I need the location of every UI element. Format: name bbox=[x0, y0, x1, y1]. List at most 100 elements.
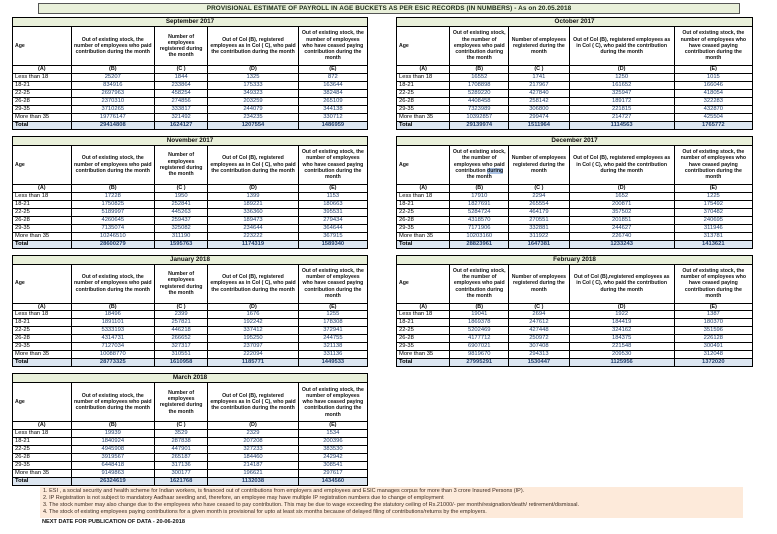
value-cell: 7323989 bbox=[449, 104, 510, 114]
column-header-age: Age bbox=[12, 382, 72, 423]
value-cell: 1174319 bbox=[207, 239, 299, 249]
value-cell: 4318570 bbox=[449, 215, 510, 225]
value-cell: 247612 bbox=[508, 318, 570, 328]
column-letter-row: (A) (B) (C ) (D) (E) bbox=[12, 183, 369, 193]
value-cell: 294313 bbox=[508, 350, 570, 360]
column-letter: (B) bbox=[70, 65, 155, 74]
table-row: Less than 18 19041 2694 1922 1387 bbox=[395, 310, 754, 320]
value-cell: 16552 bbox=[449, 72, 510, 82]
value-cell: 310551 bbox=[153, 350, 209, 360]
value-cell: 4260645 bbox=[70, 215, 155, 225]
value-cell: 265109 bbox=[297, 96, 369, 106]
value-cell: 300491 bbox=[673, 342, 754, 352]
column-letter: (B) bbox=[449, 302, 510, 312]
value-cell: 19041 bbox=[449, 310, 510, 320]
age-bucket-label: More than 35 bbox=[395, 350, 451, 360]
value-cell: 311922 bbox=[508, 231, 570, 241]
age-bucket-label: 22-25 bbox=[12, 445, 72, 455]
column-letter: (E) bbox=[297, 183, 369, 193]
age-bucket-label: More than 35 bbox=[12, 350, 72, 360]
value-cell: 2294 bbox=[508, 191, 570, 201]
column-letter: (A) bbox=[395, 183, 451, 193]
value-cell: 270551 bbox=[508, 215, 570, 225]
value-cell: 1869378 bbox=[449, 318, 510, 328]
table-row: 18-21 1869378 247612 184419 180370 bbox=[395, 318, 754, 328]
total-row: Total 28773325 1610958 1185771 1449533 bbox=[12, 358, 369, 368]
total-label: Total bbox=[395, 120, 451, 130]
column-letter: (C ) bbox=[508, 183, 570, 193]
value-cell: 1750825 bbox=[70, 199, 155, 209]
value-cell: 274856 bbox=[153, 96, 209, 106]
value-cell: 221548 bbox=[568, 342, 675, 352]
value-cell: 196621 bbox=[207, 469, 299, 479]
table-row: 29-35 7171906 332881 244627 311946 bbox=[395, 223, 754, 233]
value-cell: 244627 bbox=[568, 223, 675, 233]
column-letter: (D) bbox=[568, 302, 675, 312]
value-cell: 324162 bbox=[568, 326, 675, 336]
value-cell: 3529 bbox=[153, 429, 209, 439]
value-cell: 5202469 bbox=[449, 326, 510, 336]
value-cell: 1015 bbox=[673, 72, 754, 82]
value-cell: 1486959 bbox=[297, 120, 369, 130]
value-cell: 325947 bbox=[568, 88, 675, 98]
value-cell: 27995291 bbox=[449, 358, 510, 368]
age-bucket-label: More than 35 bbox=[12, 231, 72, 241]
value-cell: 3710265 bbox=[70, 104, 155, 114]
column-letter: (D) bbox=[568, 65, 675, 74]
total-label: Total bbox=[12, 358, 72, 368]
table-row: 29-35 6907021 307408 221548 300491 bbox=[395, 342, 754, 352]
age-bucket-label: 18-21 bbox=[395, 318, 451, 328]
value-cell: 333817 bbox=[153, 104, 209, 114]
value-cell: 7127034 bbox=[70, 342, 155, 352]
value-cell: 201851 bbox=[568, 215, 675, 225]
column-letter: (E) bbox=[673, 302, 754, 312]
value-cell: 1610958 bbox=[153, 358, 209, 368]
value-cell: 2697963 bbox=[70, 88, 155, 98]
value-cell: 1413621 bbox=[673, 239, 754, 249]
value-cell: 4408458 bbox=[449, 96, 510, 106]
value-cell: 200396 bbox=[297, 437, 369, 447]
value-cell: 1372020 bbox=[673, 358, 754, 368]
value-cell: 4945908 bbox=[70, 445, 155, 455]
value-cell: 1434560 bbox=[297, 477, 369, 487]
value-cell: 370482 bbox=[673, 207, 754, 217]
column-letter: (B) bbox=[70, 183, 155, 193]
table-row: 29-35 7135074 325082 234644 364644 bbox=[12, 223, 369, 233]
value-cell: 300177 bbox=[153, 469, 209, 479]
column-letter: (C ) bbox=[508, 302, 570, 312]
value-cell: 313781 bbox=[673, 231, 754, 241]
value-cell: 322283 bbox=[673, 96, 754, 106]
value-cell: 19776147 bbox=[70, 112, 155, 122]
table-row: Less than 18 17910 2294 1652 1225 bbox=[395, 191, 754, 201]
table-month-title: December 2017 bbox=[396, 135, 753, 146]
age-bucket-label: 26-28 bbox=[395, 334, 451, 344]
table-row: 18-21 1750825 252841 189221 180663 bbox=[12, 199, 369, 209]
column-letter: (D) bbox=[207, 302, 299, 312]
column-letter: (D) bbox=[207, 183, 299, 193]
value-cell: 178308 bbox=[297, 318, 369, 328]
value-cell: 180663 bbox=[297, 199, 369, 209]
table-row: 22-25 4945908 447901 327233 383530 bbox=[12, 445, 369, 455]
value-cell: 464179 bbox=[508, 207, 570, 217]
value-cell: 234644 bbox=[207, 223, 299, 233]
value-cell: 1534 bbox=[297, 429, 369, 439]
column-letter: (B) bbox=[70, 302, 155, 312]
column-letter: (D) bbox=[568, 183, 675, 193]
value-cell: 2399 bbox=[153, 310, 209, 320]
value-cell: 221815 bbox=[568, 104, 675, 114]
table-row: 26-28 4318570 270551 201851 240695 bbox=[395, 215, 754, 225]
value-cell: 1449533 bbox=[297, 358, 369, 368]
value-cell: 1325 bbox=[207, 72, 299, 82]
value-cell: 306800 bbox=[508, 104, 570, 114]
value-cell: 19939 bbox=[70, 429, 155, 439]
column-header-c: Number of employees registered during th… bbox=[153, 26, 209, 66]
age-bucket-label: Less than 18 bbox=[395, 191, 451, 201]
age-bucket-label: 22-25 bbox=[12, 326, 72, 336]
age-bucket-label: More than 35 bbox=[395, 231, 451, 241]
column-header-d: Out of Col (B), registered employees as … bbox=[568, 26, 675, 66]
value-cell: 195250 bbox=[207, 334, 299, 344]
value-cell: 1652 bbox=[568, 191, 675, 201]
value-cell: 184419 bbox=[568, 318, 675, 328]
value-cell: 1676 bbox=[207, 310, 299, 320]
table-month-title: January 2018 bbox=[12, 254, 368, 265]
